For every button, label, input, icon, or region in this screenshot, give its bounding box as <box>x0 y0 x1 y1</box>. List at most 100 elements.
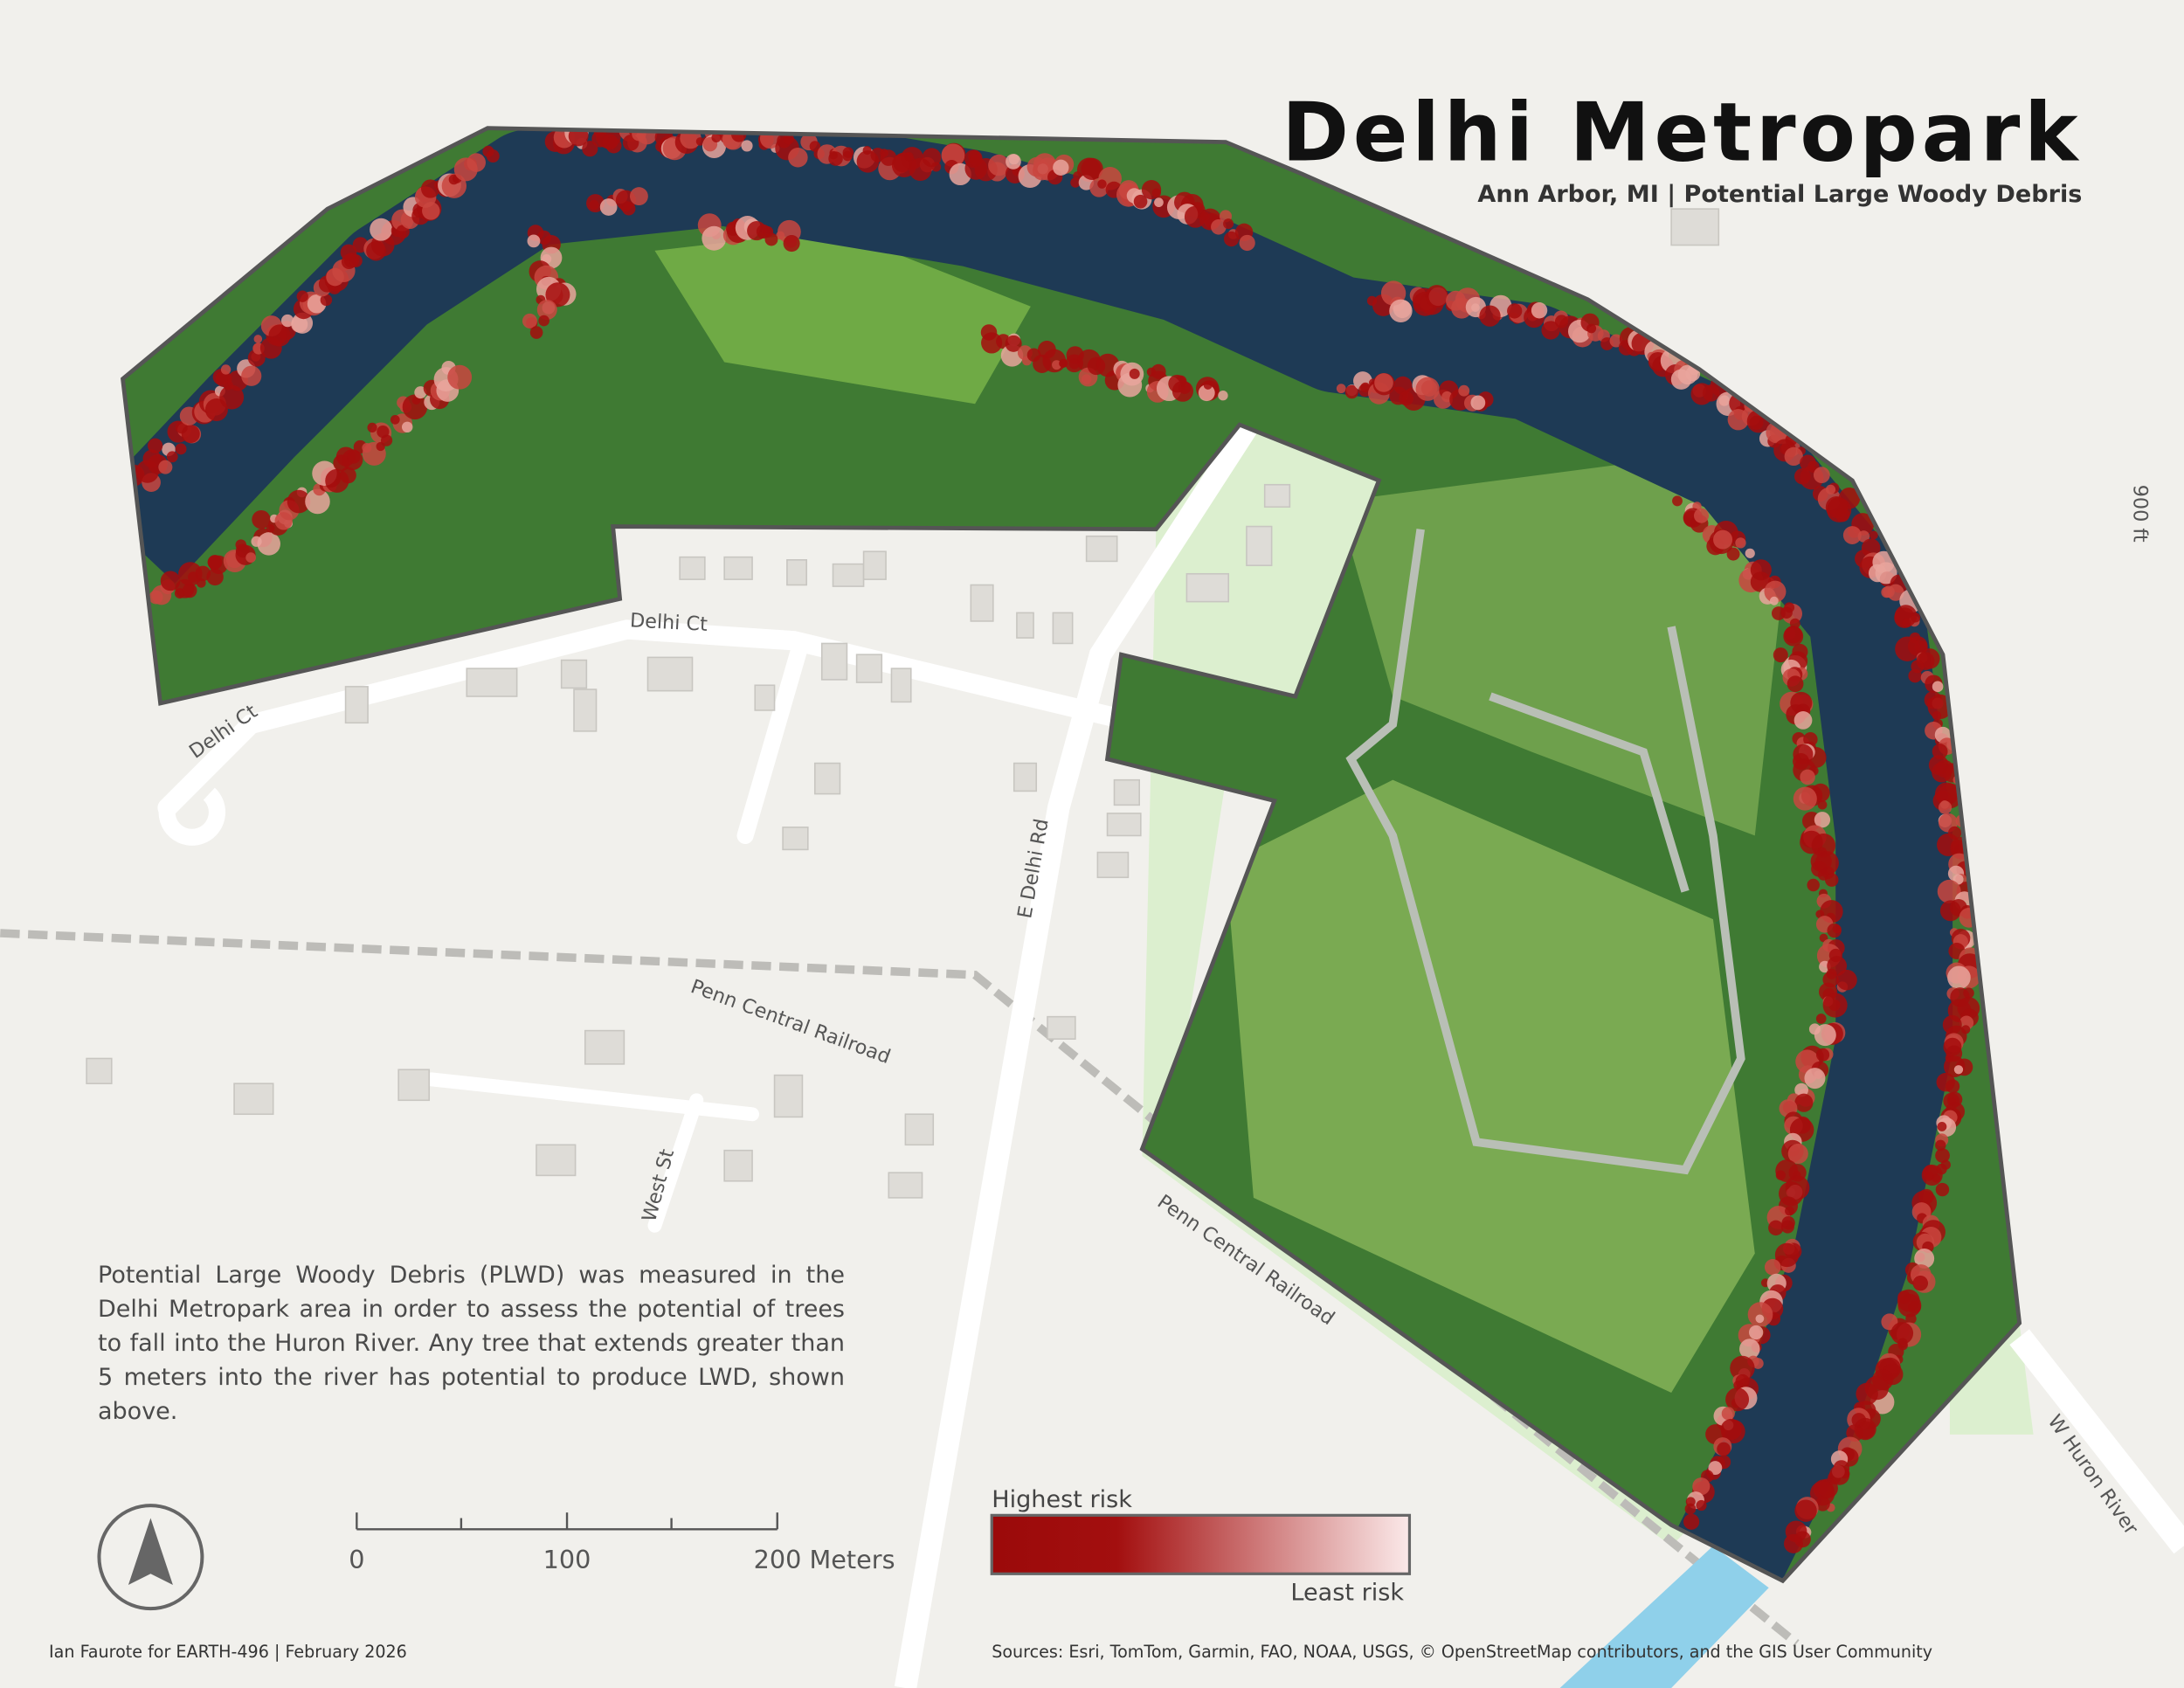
risk-blob <box>1458 384 1470 397</box>
risk-blob <box>741 140 753 152</box>
risk-blob <box>1717 1442 1731 1456</box>
risk-blob <box>1425 285 1448 308</box>
risk-blob <box>1905 1313 1917 1325</box>
risk-blob <box>178 562 203 586</box>
risk-blob <box>448 174 460 185</box>
risk-blob <box>1869 530 1878 540</box>
legend-ramp <box>990 1513 1412 1575</box>
risk-blob <box>1832 924 1842 934</box>
risk-blob <box>1683 1513 1700 1530</box>
risk-blob <box>1932 744 1948 759</box>
risk-blobs <box>122 128 1983 1553</box>
risk-blob <box>1842 526 1862 544</box>
risk-blob <box>527 234 541 248</box>
contour-label: 900 ft <box>2128 485 2151 543</box>
risk-blob <box>1735 537 1746 549</box>
risk-blob <box>1755 1314 1765 1324</box>
scale-label: 0 <box>349 1545 364 1574</box>
title: Delhi Metropark <box>1282 85 2082 179</box>
risk-blob <box>1932 710 1942 721</box>
risk-blob <box>1198 384 1215 402</box>
risk-blob <box>602 134 619 150</box>
risk-blob <box>1702 384 1720 402</box>
risk-blob <box>1914 1248 1935 1269</box>
risk-blob <box>1720 1418 1742 1441</box>
risk-blob <box>1693 508 1709 523</box>
risk-blob <box>1733 1380 1744 1390</box>
description: Potential Large Woody Debris (PLWD) was … <box>98 1262 845 1425</box>
risk-blob <box>158 460 173 474</box>
risk-blob <box>1774 1242 1800 1268</box>
risk-blob <box>1794 711 1813 730</box>
risk-blob <box>522 313 537 329</box>
risk-blob <box>829 150 838 160</box>
risk-blob <box>245 552 256 563</box>
risk-blob <box>1081 374 1092 384</box>
risk-blob <box>629 187 648 206</box>
risk-blob <box>1218 391 1228 401</box>
risk-blob <box>1685 366 1701 382</box>
risk-blob <box>1730 1355 1755 1381</box>
risk-blob <box>1713 529 1733 550</box>
risk-blob <box>257 532 280 556</box>
scale-bar <box>356 1512 778 1531</box>
risk-blob <box>340 467 356 484</box>
risk-blob <box>182 583 197 598</box>
risk-blob <box>347 450 361 464</box>
risk-blob <box>1470 395 1486 411</box>
risk-blob <box>447 364 473 390</box>
risk-blob <box>1554 315 1569 329</box>
risk-blob <box>1586 323 1597 334</box>
risk-blob <box>377 425 390 439</box>
risk-blob <box>1897 1289 1920 1312</box>
risk-blob <box>305 488 330 515</box>
risk-blob <box>1672 495 1683 507</box>
risk-blob <box>1803 731 1818 747</box>
risk-blob <box>1609 334 1623 348</box>
risk-blob <box>1947 965 1971 990</box>
risk-blob <box>1239 234 1255 252</box>
risk-blob <box>1070 177 1081 188</box>
credit: Ian Faurote for EARTH-496 | February 202… <box>49 1642 407 1662</box>
risk-blob <box>1768 1220 1784 1236</box>
risk-blob <box>1684 1503 1697 1515</box>
risk-blob <box>1800 769 1815 785</box>
street-label: Delhi Ct <box>629 609 708 636</box>
risk-blob <box>1804 1068 1826 1090</box>
risk-blob <box>1787 675 1804 693</box>
risk-blob <box>220 364 232 375</box>
risk-blob <box>1059 359 1068 368</box>
risk-blob <box>1769 596 1779 605</box>
risk-blob <box>1739 1339 1760 1359</box>
risk-blob <box>148 438 163 453</box>
risk-blob <box>1937 1122 1947 1131</box>
risk-blob <box>1151 188 1162 197</box>
risk-blob <box>1336 384 1346 394</box>
risk-blob <box>287 489 311 514</box>
risk-blob <box>1963 987 1974 999</box>
scale-label: 100 <box>543 1545 591 1574</box>
risk-blob <box>1835 507 1850 522</box>
risk-blob <box>235 539 247 550</box>
risk-blob <box>529 326 543 339</box>
risk-blob <box>783 235 800 253</box>
risk-blob <box>160 571 181 591</box>
risk-blob <box>1894 605 1918 627</box>
risk-blob <box>1911 660 1925 674</box>
risk-blob <box>1223 231 1240 247</box>
risk-blob <box>1211 218 1227 235</box>
risk-blob <box>1507 303 1523 319</box>
risk-blob <box>981 332 1003 354</box>
risk-blob <box>1749 1325 1764 1340</box>
risk-blob <box>536 300 557 320</box>
risk-blob <box>1794 1499 1817 1522</box>
risk-blob <box>1772 606 1786 620</box>
risk-blob <box>367 422 377 432</box>
risk-blob <box>862 145 872 156</box>
risk-blob <box>931 162 942 172</box>
risk-blob <box>1781 1215 1795 1230</box>
risk-blob <box>1053 159 1069 176</box>
risk-blob <box>636 128 658 145</box>
risk-blob <box>1223 218 1234 230</box>
